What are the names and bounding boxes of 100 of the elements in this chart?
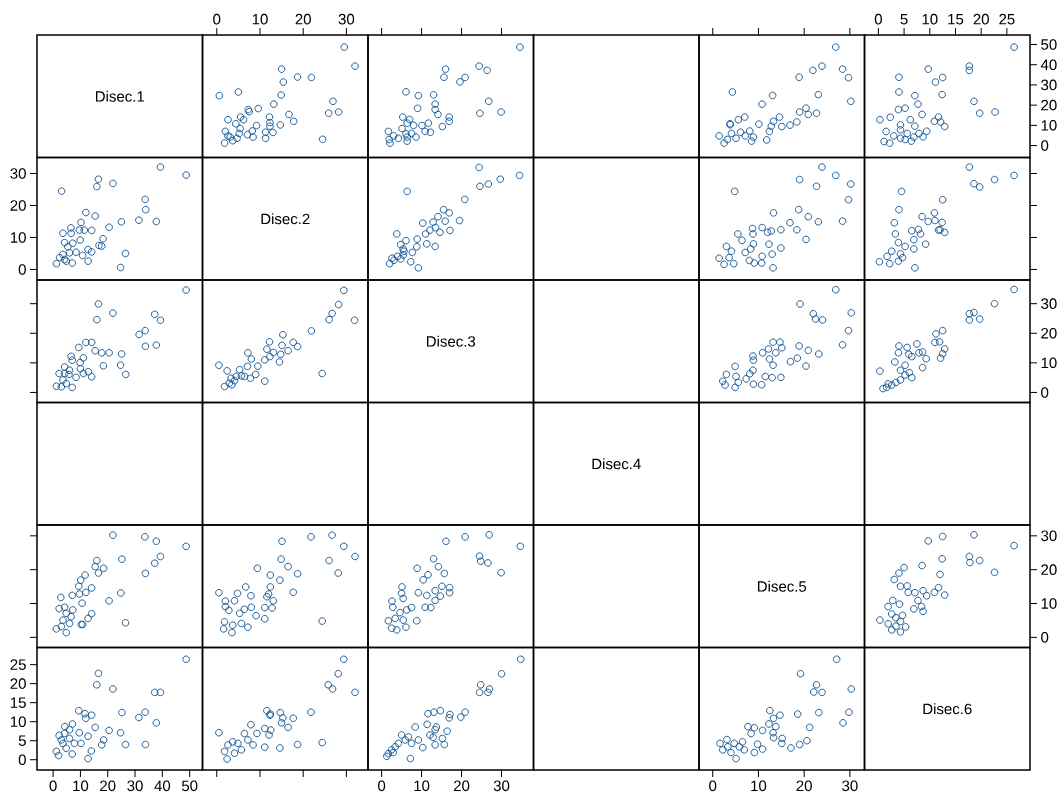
point xyxy=(277,91,285,99)
point xyxy=(328,685,337,693)
point xyxy=(93,681,101,689)
point xyxy=(394,134,403,143)
point xyxy=(896,617,905,626)
point xyxy=(818,62,826,70)
point xyxy=(794,205,803,214)
point xyxy=(232,372,240,381)
point xyxy=(990,299,999,308)
point xyxy=(55,731,63,740)
point xyxy=(252,121,261,130)
point xyxy=(429,733,437,742)
point xyxy=(888,610,896,618)
point xyxy=(844,195,853,204)
point xyxy=(236,124,244,133)
point xyxy=(442,537,450,545)
point xyxy=(915,349,923,357)
point xyxy=(895,600,904,608)
point xyxy=(84,732,92,740)
point xyxy=(426,128,435,136)
point xyxy=(815,708,823,717)
point xyxy=(812,109,821,117)
point xyxy=(910,235,918,244)
point xyxy=(265,731,273,739)
point xyxy=(764,345,773,353)
point xyxy=(141,740,150,749)
point xyxy=(896,628,905,636)
point xyxy=(76,576,85,584)
point xyxy=(75,582,83,590)
point xyxy=(57,622,66,631)
point xyxy=(75,590,84,598)
x-tick-label: 15 xyxy=(948,14,964,25)
point xyxy=(224,741,232,749)
point xyxy=(910,605,918,613)
point xyxy=(786,121,794,129)
point xyxy=(991,108,999,116)
point xyxy=(260,614,269,623)
point xyxy=(223,755,231,763)
point xyxy=(52,259,61,268)
point xyxy=(224,115,232,124)
point xyxy=(122,370,130,379)
point xyxy=(765,355,774,363)
point xyxy=(93,315,101,324)
point xyxy=(141,533,149,541)
point xyxy=(105,223,113,231)
point xyxy=(94,300,103,308)
y-tick-label: 20 xyxy=(10,678,26,689)
point xyxy=(68,591,76,600)
point xyxy=(240,372,249,381)
point xyxy=(938,349,947,358)
point xyxy=(419,743,427,752)
point xyxy=(918,110,926,119)
point xyxy=(117,350,126,358)
point xyxy=(266,122,274,130)
point xyxy=(778,739,786,748)
x-tick-label: 30 xyxy=(127,780,143,792)
point xyxy=(99,564,108,573)
point xyxy=(182,286,190,294)
point xyxy=(892,378,900,387)
point xyxy=(475,62,483,70)
text: Disec.4 xyxy=(592,458,641,470)
point xyxy=(318,738,326,747)
point xyxy=(749,240,758,248)
point xyxy=(882,383,891,392)
point xyxy=(445,117,453,126)
point xyxy=(215,361,223,369)
point xyxy=(910,133,918,141)
point xyxy=(97,741,106,749)
point xyxy=(68,383,76,392)
point xyxy=(87,584,96,592)
point xyxy=(461,533,469,541)
point xyxy=(87,226,96,235)
point xyxy=(109,685,117,693)
point xyxy=(809,309,818,318)
point xyxy=(516,655,525,664)
point xyxy=(475,688,484,697)
point xyxy=(408,248,417,257)
point xyxy=(82,714,90,723)
point xyxy=(431,105,439,114)
point xyxy=(940,345,949,353)
point xyxy=(387,624,396,632)
point xyxy=(838,341,847,349)
point xyxy=(911,264,919,272)
point xyxy=(141,195,149,204)
y-tick-label: 10 xyxy=(1041,598,1057,609)
point xyxy=(276,708,285,717)
point xyxy=(908,352,916,361)
point xyxy=(938,326,947,335)
point xyxy=(906,115,914,124)
point xyxy=(389,748,397,757)
x-tick-label: 20 xyxy=(100,780,116,792)
point xyxy=(731,362,739,371)
point xyxy=(476,557,485,565)
point xyxy=(289,338,297,347)
point xyxy=(289,714,297,723)
point xyxy=(811,315,820,323)
point xyxy=(940,122,949,131)
point xyxy=(904,350,913,359)
point xyxy=(910,245,918,253)
point xyxy=(277,555,285,563)
